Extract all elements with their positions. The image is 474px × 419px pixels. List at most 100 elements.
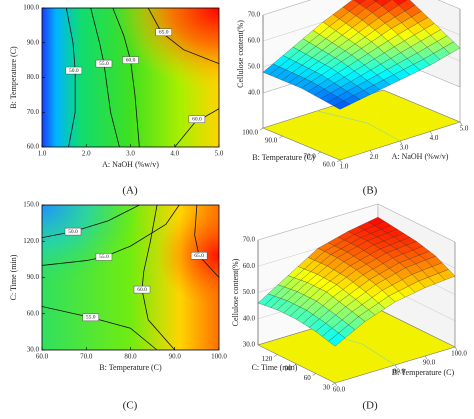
surface-cell [281, 57, 332, 89]
x-axis-title: B: Temperature (C) [392, 368, 455, 377]
contour-label-box [190, 252, 208, 260]
x-tick [424, 355, 428, 360]
y-tick-label: 100.0 [242, 129, 258, 137]
x-tick [459, 121, 463, 126]
x-tick [334, 382, 338, 387]
contour-line [147, 7, 220, 64]
surface-cell [262, 46, 313, 81]
y-tick-label: 60.0 [27, 309, 40, 317]
x-tick-label: 4.0 [430, 134, 439, 142]
surface-cell [356, 252, 406, 285]
contour-label-box [155, 28, 172, 37]
x-axis-title: B: Temperature (C) [99, 363, 162, 372]
z-tick-label: 60.0 [248, 37, 261, 45]
contour-label: 55.0 [99, 254, 109, 260]
contour-line [194, 204, 220, 278]
contour-label: 55.0 [99, 61, 109, 67]
surface-cell [331, 48, 381, 82]
x-tick-label: 5.0 [215, 150, 224, 158]
y-tick-label: 150.0 [23, 201, 39, 209]
surface-cell [372, 0, 422, 29]
contour-label-box [64, 227, 82, 236]
contour-label: 60.0 [137, 287, 147, 293]
x-tick-label: 100.0 [451, 350, 467, 358]
y-tick-label: 30 [323, 384, 331, 392]
surface-cell [375, 267, 426, 303]
y-tick-label: 60.0 [27, 143, 40, 151]
x-tick-label: 3.0 [400, 144, 409, 152]
z-tick-label: 60.0 [243, 262, 256, 270]
surface-cell [337, 240, 387, 271]
contour-label-box [82, 313, 99, 322]
y-tick [293, 363, 297, 367]
contour-label-box [188, 115, 206, 123]
x-tick-label: 90.0 [169, 353, 182, 361]
z-tick-label: 70.0 [243, 236, 256, 244]
contour-label: 55.0 [86, 315, 96, 321]
y-tick [312, 373, 316, 376]
contour-label-box [122, 56, 139, 64]
y-tick-label: 100.0 [23, 4, 39, 12]
surface-cell [405, 255, 456, 288]
y-tick-label: 90.0 [27, 38, 40, 46]
z-tick-label: 40.0 [243, 314, 256, 322]
surface-cell [342, 12, 392, 49]
contour-label-box [133, 285, 151, 294]
x-tick-label: 60.0 [36, 353, 49, 361]
x-tick-label: 3.0 [126, 150, 135, 158]
surface-cell [353, 0, 392, 13]
contour-label-box [95, 253, 113, 261]
panel-label: (A) [122, 185, 138, 197]
surface-cell [366, 229, 417, 254]
panel-label: (D) [362, 400, 378, 412]
surface-cell [307, 257, 357, 293]
x-tick-label: 100.0 [211, 353, 227, 361]
y-tick [274, 354, 278, 357]
z-grid-line [257, 203, 456, 243]
contour-fill [42, 8, 219, 147]
z-tick-label: 50.0 [248, 63, 261, 71]
surface-cell [317, 231, 368, 258]
contour-label: 65.0 [194, 253, 204, 259]
contour-line [41, 204, 140, 239]
contour-label: 50.0 [69, 68, 79, 74]
surface-cell [257, 275, 308, 311]
y-axis-title: B: Temperature (C) [9, 46, 18, 109]
z-axis-title: Cellulose content(%) [231, 258, 240, 326]
z-tick-label: 50.0 [243, 288, 256, 296]
contour-line [141, 204, 176, 351]
x-tick-label: 90.0 [423, 359, 436, 367]
surface-patch [333, 100, 351, 110]
y-tick-label: 60.0 [323, 161, 336, 169]
x-axis-title: A: NaOH (%w/v) [392, 152, 449, 161]
y-tick-label: 90 [285, 365, 293, 373]
x-tick [369, 150, 373, 154]
y-axis-title: C: Time (min) [9, 254, 18, 300]
y-tick [317, 151, 321, 155]
y-tick-label: 90.0 [265, 137, 278, 145]
x-tick [394, 364, 398, 369]
surface-cell [296, 291, 346, 332]
panel-label: (B) [363, 185, 378, 197]
x-tick-label: 60.0 [333, 386, 346, 394]
z-grid-line [262, 0, 461, 16]
y-tick-label: 60 [304, 374, 312, 382]
y-tick-label: 90.0 [27, 273, 40, 281]
z-tick-label: 30.0 [243, 341, 256, 349]
surface-cell [322, 0, 373, 36]
contour-label-box [95, 59, 113, 68]
x-tick-label: 1.0 [340, 163, 349, 171]
surface-cell [361, 28, 411, 65]
x-tick [454, 346, 458, 351]
z-tick-label: 40.0 [248, 89, 261, 97]
surface-cell [292, 21, 343, 58]
x-tick-label: 2.0 [82, 150, 91, 158]
surface-cell [301, 68, 351, 99]
surface-cell [287, 248, 338, 283]
contour-label: 65.0 [159, 30, 169, 36]
x-tick [399, 140, 403, 145]
y-tick-label: 120.0 [23, 237, 39, 245]
y-tick [336, 159, 341, 163]
panel-label: (C) [123, 400, 138, 412]
